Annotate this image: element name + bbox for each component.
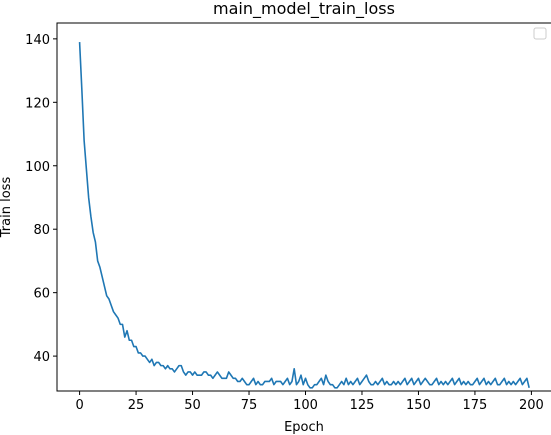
plot-area bbox=[78, 41, 530, 389]
x-tick-label: 0 bbox=[75, 398, 83, 413]
y-tick-label: 140 bbox=[25, 33, 50, 48]
legend-box bbox=[533, 27, 547, 40]
y-tick-label: 80 bbox=[33, 223, 50, 238]
x-tick-label: 175 bbox=[463, 398, 488, 413]
x-tick-label: 200 bbox=[519, 398, 544, 413]
x-tick-label: 25 bbox=[128, 398, 145, 413]
x-tick-label: 150 bbox=[406, 398, 431, 413]
series-line-0 bbox=[78, 41, 530, 389]
x-tick-label: 75 bbox=[241, 398, 258, 413]
x-tick-label: 50 bbox=[184, 398, 201, 413]
x-tick-label: 100 bbox=[293, 398, 318, 413]
x-axis-label: Epoch bbox=[284, 420, 324, 435]
y-tick-label: 40 bbox=[33, 350, 50, 365]
y-axis-label: Train loss bbox=[0, 177, 14, 239]
x-axis-ticks: 0 25 50 75 100 125 150 175 200 bbox=[75, 391, 544, 413]
y-axis-ticks: 40 60 80 100 120 140 bbox=[25, 33, 57, 365]
y-tick-label: 120 bbox=[25, 96, 50, 111]
plot-frame bbox=[56, 22, 551, 392]
x-tick-label: 125 bbox=[350, 398, 375, 413]
y-tick-label: 60 bbox=[33, 287, 50, 302]
chart-title: main_model_train_loss bbox=[213, 0, 395, 19]
y-tick-label: 100 bbox=[25, 160, 50, 175]
